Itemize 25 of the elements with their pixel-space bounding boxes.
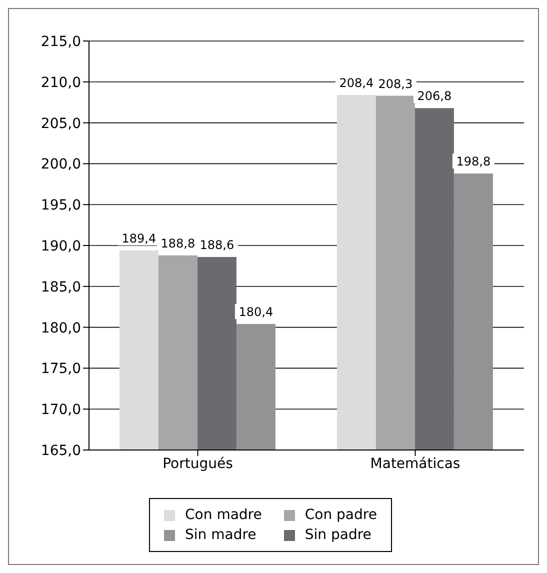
y-tick-label: 180,0 (40, 320, 81, 336)
y-tick-label: 210,0 (40, 74, 81, 91)
y-tick-label: 205,0 (40, 116, 81, 132)
legend-label: Sin padre (304, 527, 372, 543)
x-tick-label: Matemáticas (370, 456, 460, 472)
y-tick-label: 175,0 (40, 361, 81, 378)
data-label: 189,4 (122, 231, 156, 246)
y-tick-label: 165,0 (40, 442, 81, 459)
y-tick-label: 195,0 (40, 198, 81, 214)
data-label: 188,6 (200, 238, 234, 252)
data-label: 188,8 (160, 236, 196, 250)
y-tick-label: 185,0 (40, 279, 81, 296)
y-tick-label: 190,0 (40, 238, 81, 254)
y-tick-label: 215,0 (40, 34, 81, 50)
legend-label: Con padre (304, 507, 377, 523)
y-tick-label: 170,0 (40, 402, 81, 418)
legend-label: Con madre (185, 507, 262, 523)
y-tick-label: 200,0 (40, 156, 81, 173)
data-label: 180,4 (238, 305, 274, 320)
data-label: 208,3 (378, 76, 413, 91)
data-label: 208,4 (339, 76, 374, 90)
data-label: 206,8 (417, 89, 452, 104)
data-label: 198,8 (456, 154, 491, 169)
legend-label: Sin madre (185, 527, 256, 543)
x-tick-label: Portugués (162, 456, 233, 472)
